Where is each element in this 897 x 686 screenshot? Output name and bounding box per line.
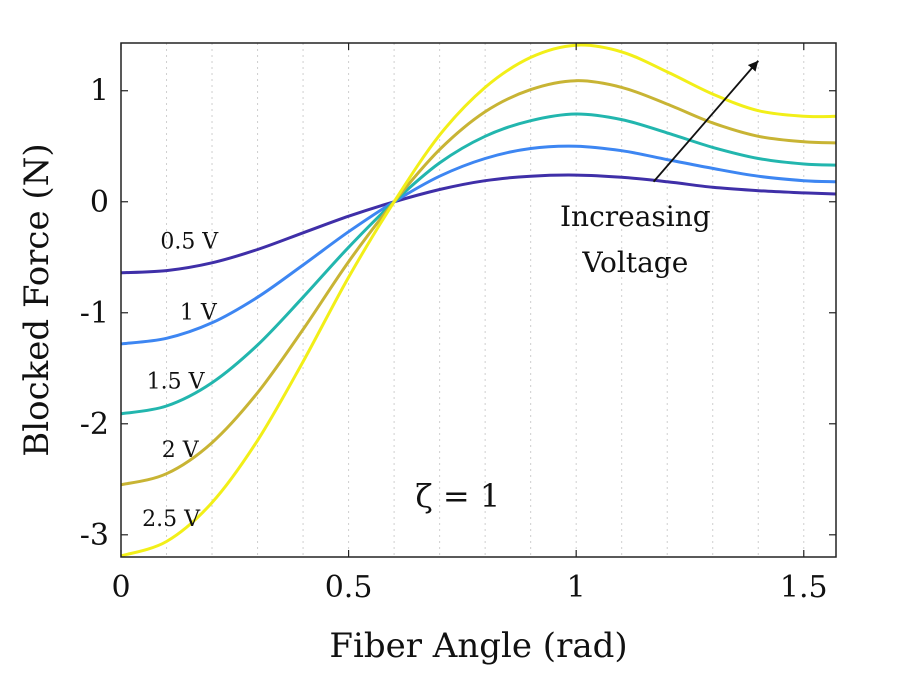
series-line-2-5-v bbox=[120, 43, 837, 558]
series-label: 2.5 V bbox=[142, 507, 201, 532]
x-axis-label: Fiber Angle (rad) bbox=[329, 626, 627, 666]
y-tick-label: 0 bbox=[90, 185, 109, 220]
series-label: 1 V bbox=[180, 300, 218, 325]
plot-frame bbox=[120, 42, 837, 558]
series-line-1-v bbox=[120, 144, 837, 346]
x-tick-label: 1.5 bbox=[780, 570, 828, 605]
voltage-label: Voltage bbox=[581, 246, 688, 279]
label-layer: 0.5 V 1 V 1.5 V 2 V 2.5 V bbox=[142, 229, 219, 532]
y-tick-label: 1 bbox=[90, 74, 109, 109]
y-axis-label: Blocked Force (N) bbox=[17, 143, 57, 456]
series-line-2-v bbox=[120, 79, 837, 487]
series-line-1-5-v bbox=[120, 112, 837, 416]
increasing-voltage-arrow bbox=[652, 60, 759, 183]
increasing-label: Increasing bbox=[560, 200, 711, 233]
y-tick-label: -3 bbox=[80, 518, 109, 553]
zeta-label: ζ = 1 bbox=[415, 477, 500, 515]
tick-layer: 0 0.5 1 1.5 1 0 -1 -2 -3 bbox=[80, 43, 836, 605]
x-tick-label: 0 bbox=[111, 570, 130, 605]
x-tick-label: 1 bbox=[567, 570, 586, 605]
series-label: 0.5 V bbox=[160, 229, 219, 254]
series-layer bbox=[120, 43, 837, 558]
grid-layer bbox=[166, 43, 805, 557]
series-label: 1.5 V bbox=[147, 369, 206, 394]
series-line-0-5-v bbox=[120, 173, 837, 275]
x-tick-label: 0.5 bbox=[325, 570, 373, 605]
y-tick-label: -1 bbox=[80, 296, 109, 331]
series-label: 2 V bbox=[162, 438, 200, 463]
y-tick-label: -2 bbox=[80, 407, 109, 442]
